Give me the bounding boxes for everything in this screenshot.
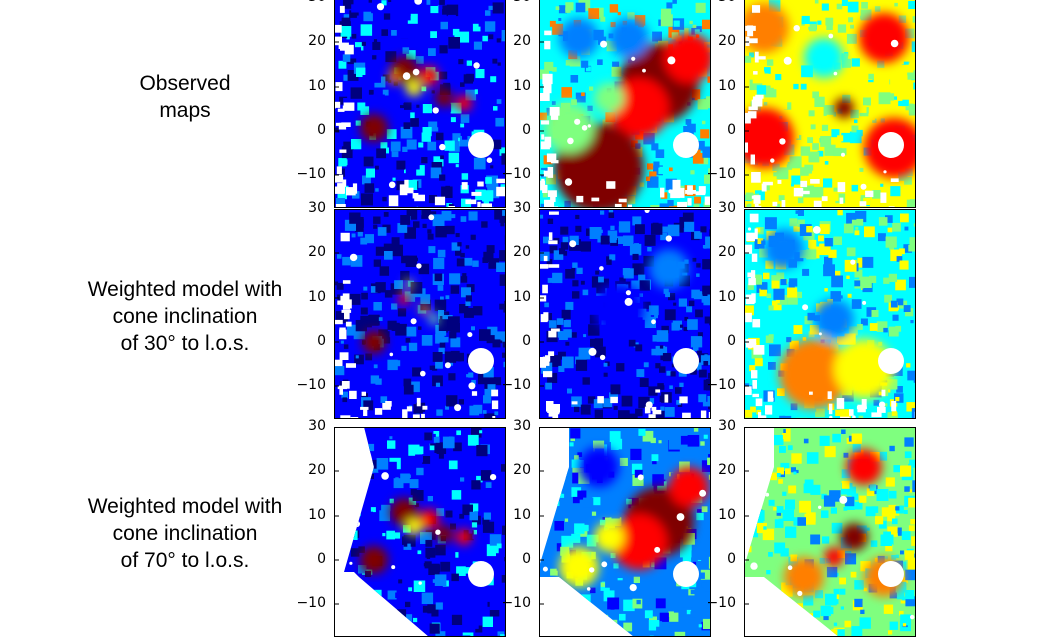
- y-tick-label: 30: [501, 0, 531, 5]
- y-tick-label: 20: [501, 33, 531, 49]
- y-tick-label: 30: [501, 418, 531, 434]
- y-tick-label: 30: [501, 200, 531, 216]
- map-image: [744, 209, 916, 419]
- y-tick-label: 20: [706, 244, 736, 260]
- y-tick-label: 0: [706, 122, 736, 138]
- y-tick-label: −10: [706, 595, 736, 611]
- map-image: [539, 209, 711, 419]
- y-tick-label: 10: [296, 78, 326, 94]
- y-tick-label: 10: [296, 507, 326, 523]
- y-tick-label: 0: [296, 122, 326, 138]
- y-tick-label: 10: [706, 289, 736, 305]
- y-tick-label: −10: [296, 595, 326, 611]
- y-tick-label: 20: [296, 244, 326, 260]
- y-tick-label: 20: [296, 33, 326, 49]
- row-label-model-70: Weighted model with cone inclination of …: [35, 493, 335, 574]
- y-tick-label: 10: [501, 289, 531, 305]
- row-label-line: Weighted model with: [35, 276, 335, 303]
- y-tick-label: 0: [501, 551, 531, 567]
- y-tick-label: 10: [706, 78, 736, 94]
- map-image: [744, 0, 916, 208]
- row-label-line: of 30° to l.o.s.: [35, 330, 335, 357]
- y-tick-label: −10: [501, 166, 531, 182]
- y-tick-label: −10: [296, 377, 326, 393]
- y-tick-label: 0: [706, 551, 736, 567]
- y-tick-label: 0: [501, 333, 531, 349]
- y-tick-label: 30: [706, 0, 736, 5]
- row-label-observed: Observed maps: [35, 70, 335, 124]
- y-tick-label: 10: [501, 507, 531, 523]
- map-image: [334, 427, 506, 637]
- y-tick-label: 30: [706, 200, 736, 216]
- map-panel-r1-c1: 30 20 10 0 −10: [296, 0, 508, 208]
- y-tick-label: 20: [296, 462, 326, 478]
- map-panel-r1-c2: 30 20 10 0 −10: [501, 0, 713, 208]
- y-tick-label: 10: [296, 289, 326, 305]
- y-tick-label: −10: [501, 377, 531, 393]
- y-tick-label: 0: [501, 122, 531, 138]
- map-panel-r1-c3: 30 20 10 0 −10: [706, 0, 918, 208]
- y-tick-label: 30: [706, 418, 736, 434]
- y-tick-label: 0: [706, 333, 736, 349]
- y-tick-label: 20: [706, 462, 736, 478]
- row-label-line: Observed: [35, 70, 335, 97]
- y-tick-label: 30: [296, 418, 326, 434]
- y-tick-label: 20: [501, 462, 531, 478]
- y-tick-label: 30: [296, 0, 326, 5]
- row-label-line: maps: [35, 97, 335, 124]
- y-tick-label: 10: [501, 78, 531, 94]
- map-image: [539, 0, 711, 208]
- row-label-line: Weighted model with: [35, 493, 335, 520]
- y-tick-label: −10: [296, 166, 326, 182]
- y-tick-label: 30: [296, 200, 326, 216]
- y-tick-label: −10: [501, 595, 531, 611]
- y-tick-label: −10: [706, 166, 736, 182]
- y-tick-label: −10: [706, 377, 736, 393]
- y-tick-label: 0: [296, 551, 326, 567]
- map-image: [334, 209, 506, 419]
- row-label-line: of 70° to l.o.s.: [35, 547, 335, 574]
- y-tick-label: 20: [501, 244, 531, 260]
- map-image: [539, 427, 711, 637]
- y-tick-label: 20: [706, 33, 736, 49]
- y-tick-label: 10: [706, 507, 736, 523]
- map-image: [744, 427, 916, 637]
- map-image: [334, 0, 506, 208]
- row-label-line: cone inclination: [35, 520, 335, 547]
- y-tick-label: 0: [296, 333, 326, 349]
- row-label-model-30: Weighted model with cone inclination of …: [35, 276, 335, 357]
- row-label-line: cone inclination: [35, 303, 335, 330]
